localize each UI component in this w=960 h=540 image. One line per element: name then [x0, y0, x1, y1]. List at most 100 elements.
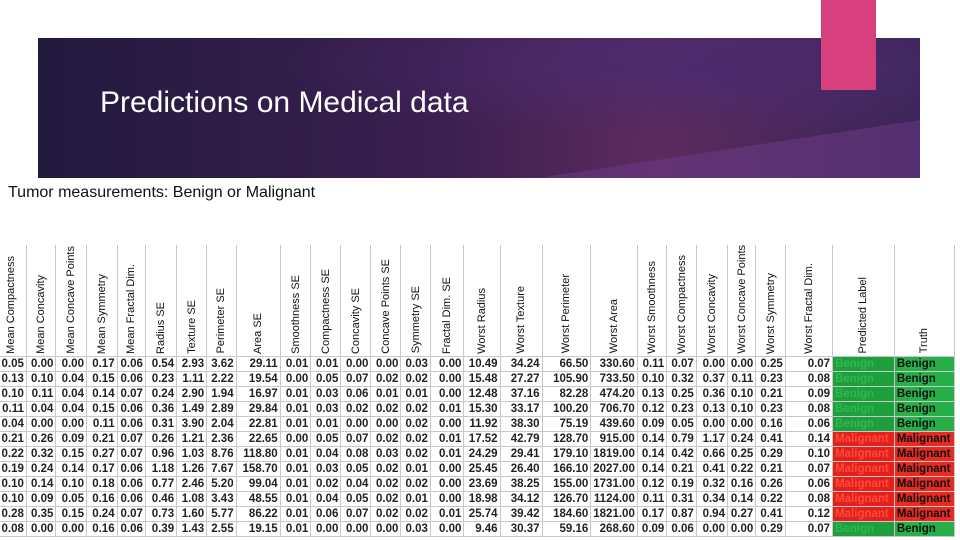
value-cell: 29.84	[235, 400, 281, 417]
value-cell: 0.96	[144, 445, 178, 462]
value-cell: 0.06	[116, 370, 146, 387]
value-cell: 39.42	[499, 505, 543, 522]
label-cell: Malignant	[893, 460, 956, 477]
value-cell: 0.12	[784, 505, 834, 522]
value-cell: 1.94	[206, 385, 237, 402]
value-cell: 42.79	[499, 430, 543, 447]
value-cell: 0.23	[666, 400, 697, 417]
value-cell: 0.04	[310, 490, 342, 507]
value-cell: 0.00	[279, 430, 312, 447]
value-cell: 25.74	[463, 505, 501, 522]
label-cell: Malignant	[893, 490, 956, 507]
value-cell: 0.02	[370, 475, 402, 492]
value-cell: 0.01	[310, 415, 342, 432]
value-cell: 0.14	[784, 430, 834, 447]
column-header: Worst Radius	[463, 245, 501, 357]
value-cell: 0.07	[340, 430, 372, 447]
value-cell: 29.11	[235, 355, 281, 372]
column-header: Mean Fractal Dim.	[117, 245, 146, 357]
value-cell: 0.00	[55, 415, 87, 432]
value-cell: 27.27	[499, 370, 543, 387]
value-cell: 330.60	[590, 355, 638, 372]
value-cell: 0.01	[400, 490, 431, 507]
value-cell: 0.06	[116, 460, 146, 477]
value-cell: 0.15	[55, 445, 87, 462]
value-cell: 0.14	[55, 460, 87, 477]
column-header: Worst Smoothness	[637, 245, 668, 357]
value-cell: 15.30	[463, 400, 501, 417]
value-cell: 0.32	[25, 445, 57, 462]
value-cell: 1.49	[176, 400, 208, 417]
value-cell: 1.17	[695, 430, 728, 447]
banner-sheen	[538, 120, 920, 178]
value-cell: 0.26	[25, 430, 57, 447]
value-cell: 0.06	[784, 475, 834, 492]
value-cell: 0.13	[0, 370, 27, 387]
value-cell: 33.17	[499, 400, 543, 417]
column-header: Worst Fractal Dim.	[785, 245, 834, 357]
value-cell: 0.14	[636, 430, 668, 447]
value-cell: 0.23	[755, 400, 786, 417]
value-cell: 0.00	[726, 415, 757, 432]
value-cell: 0.00	[429, 415, 465, 432]
value-cell: 10.49	[463, 355, 501, 372]
header-text: Worst Area	[608, 299, 621, 354]
value-cell: 0.03	[400, 355, 431, 372]
value-cell: 75.19	[541, 415, 592, 432]
value-cell: 0.07	[784, 355, 834, 372]
value-cell: 0.41	[755, 430, 786, 447]
value-cell: 0.15	[85, 370, 118, 387]
value-cell: 38.30	[499, 415, 543, 432]
column-header: Worst Concave Points	[727, 245, 757, 357]
column-header: Mean Concavity	[26, 245, 57, 357]
header-text: Area SE	[252, 312, 265, 354]
value-cell: 0.10	[726, 385, 757, 402]
value-cell: 0.17	[636, 505, 668, 522]
column-header: Predicted Label	[832, 245, 895, 357]
value-cell: 59.16	[541, 520, 592, 537]
value-cell: 0.28	[0, 505, 27, 522]
column-header: Truth	[894, 245, 956, 357]
value-cell: 0.27	[726, 505, 757, 522]
label-cell: Malignant	[832, 475, 895, 492]
value-cell: 0.25	[666, 385, 697, 402]
header-text: Worst Concavity	[705, 273, 718, 354]
value-cell: 0.16	[85, 520, 118, 537]
value-cell: 0.08	[784, 370, 834, 387]
value-cell: 1819.00	[590, 445, 638, 462]
value-cell: 0.09	[25, 490, 57, 507]
value-cell: 0.24	[726, 430, 757, 447]
value-cell: 1821.00	[590, 505, 638, 522]
value-cell: 166.10	[541, 460, 592, 477]
value-cell: 0.22	[0, 445, 27, 462]
value-cell: 0.02	[400, 370, 431, 387]
column-header: Worst Compactness	[666, 245, 697, 357]
value-cell: 0.21	[755, 385, 786, 402]
value-cell: 0.11	[85, 415, 118, 432]
value-cell: 0.02	[400, 445, 431, 462]
value-cell: 0.06	[116, 355, 146, 372]
value-cell: 0.00	[429, 355, 465, 372]
value-cell: 0.05	[310, 430, 342, 447]
value-cell: 0.06	[310, 505, 342, 522]
value-cell: 0.02	[310, 475, 342, 492]
label-cell: Malignant	[893, 475, 956, 492]
label-cell: Benign	[893, 355, 956, 372]
value-cell: 0.06	[116, 475, 146, 492]
value-cell: 0.04	[55, 385, 87, 402]
value-cell: 0.02	[400, 415, 431, 432]
value-cell: 733.50	[590, 370, 638, 387]
value-cell: 0.04	[55, 400, 87, 417]
column-header: Radius SE	[145, 245, 178, 357]
value-cell: 82.28	[541, 385, 592, 402]
value-cell: 0.32	[666, 370, 697, 387]
value-cell: 34.24	[499, 355, 543, 372]
column-header: Mean Symmetry	[86, 245, 118, 357]
value-cell: 29.41	[499, 445, 543, 462]
value-cell: 0.01	[279, 475, 312, 492]
label-cell: Malignant	[832, 505, 895, 522]
value-cell: 66.50	[541, 355, 592, 372]
value-cell: 99.04	[235, 475, 281, 492]
header-text: Predicted Label	[857, 277, 870, 354]
